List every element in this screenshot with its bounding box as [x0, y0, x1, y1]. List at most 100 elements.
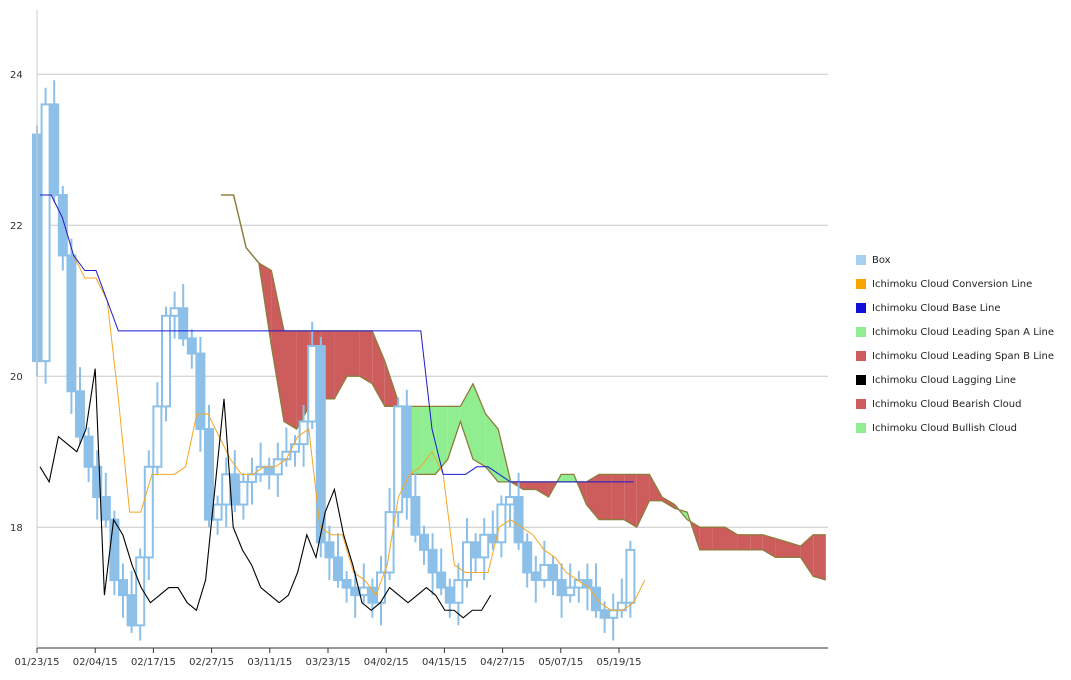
candle	[444, 578, 455, 618]
candle-body-up	[307, 345, 318, 423]
bearish-cloud-segment	[536, 481, 549, 497]
candle	[109, 510, 120, 596]
x-tick-label: 04/02/15	[364, 657, 409, 668]
bearish-cloud-segment	[712, 527, 725, 550]
bearish-cloud-segment	[284, 330, 297, 430]
candle-body-down	[126, 594, 137, 627]
candle-body-up	[393, 405, 404, 514]
x-tick-label: 03/11/15	[247, 657, 292, 668]
candle-body-up	[238, 480, 249, 506]
candle	[419, 525, 429, 565]
legend-item-base[interactable]: Ichimoku Cloud Base Line	[856, 296, 1054, 320]
bullish-cloud-segment	[460, 383, 473, 460]
candle	[204, 404, 214, 528]
candle	[238, 472, 249, 520]
base-line	[40, 194, 634, 483]
bearish-cloud-segment	[372, 330, 385, 407]
bullish-cloud-segment	[485, 413, 499, 482]
candle-body-up	[384, 511, 395, 574]
candle	[453, 563, 464, 626]
candle-body-down	[333, 556, 343, 582]
candle-body-down	[204, 428, 214, 521]
candle-body-down	[530, 571, 541, 582]
candle-body-down	[591, 586, 601, 612]
candle-body-down	[444, 586, 455, 604]
candle-body-up	[358, 586, 369, 597]
candle-body-down	[75, 390, 85, 438]
candle	[384, 487, 395, 581]
candle-body-up	[169, 307, 180, 317]
x-tick-label: 04/27/15	[480, 657, 525, 668]
candle	[487, 510, 498, 550]
candle	[591, 563, 601, 618]
candle-body-up	[539, 563, 550, 582]
y-tick-label: 18	[10, 523, 23, 534]
bullish-cloud-segment	[422, 406, 436, 475]
x-tick-label: 05/19/15	[597, 657, 642, 668]
x-tick-label: 02/27/15	[189, 657, 234, 668]
candle	[143, 450, 154, 581]
y-tick-label: 24	[10, 70, 23, 81]
chart-legend: Box Ichimoku Cloud Conversion Line Ichimok…	[856, 248, 1054, 440]
candle	[410, 472, 421, 543]
candle	[118, 563, 128, 618]
candle-body-down	[92, 465, 103, 498]
bearish-cloud-segment	[347, 330, 360, 377]
candle	[169, 291, 180, 339]
candle	[393, 397, 404, 528]
candle	[341, 570, 352, 603]
candle	[75, 367, 85, 445]
candle-body-down	[109, 518, 120, 582]
bearish-cloud-segment	[775, 538, 788, 558]
legend-swatch	[856, 351, 866, 361]
legend-item-conversion[interactable]: Ichimoku Cloud Conversion Line	[856, 272, 1054, 296]
legend-item-bullish[interactable]: Ichimoku Cloud Bullish Cloud	[856, 416, 1054, 440]
bearish-cloud-segment	[788, 542, 801, 558]
legend-item-span_b[interactable]: Ichimoku Cloud Leading Span B Line	[856, 344, 1054, 368]
candle	[178, 284, 189, 346]
candle	[616, 578, 627, 618]
candle-body-up	[608, 609, 619, 619]
candle-body-down	[195, 352, 206, 431]
bearish-cloud-segment	[800, 534, 814, 577]
bearish-cloud-segment	[699, 527, 713, 550]
legend-item-bearish[interactable]: Ichimoku Cloud Bearish Cloud	[856, 392, 1054, 416]
legend-item-lagging[interactable]: Ichimoku Cloud Lagging Line	[856, 368, 1054, 392]
bearish-cloud-segment	[296, 330, 310, 430]
candle-body-up	[290, 443, 300, 453]
candle	[608, 593, 619, 641]
candle-body-up	[135, 556, 146, 627]
bearish-cloud-segment	[737, 534, 751, 550]
candle	[470, 533, 481, 573]
candle-body-down	[599, 609, 610, 619]
legend-item-box[interactable]: Box	[856, 248, 1054, 272]
candle-body-up	[479, 533, 490, 559]
axes	[36, 10, 828, 649]
y-axis-tick-labels: 18 20 22 24	[10, 70, 23, 534]
candle	[556, 563, 567, 618]
legend-swatch	[856, 255, 866, 265]
candle	[100, 472, 111, 528]
bullish-cloud-segment	[447, 406, 461, 460]
candle	[212, 495, 223, 535]
x-tick-label: 02/17/15	[131, 657, 176, 668]
candle	[40, 87, 51, 384]
candle-body-down	[341, 579, 352, 589]
bullish-cloud-segment	[561, 474, 574, 482]
lagging-line	[39, 368, 492, 619]
candle	[530, 555, 541, 603]
bearish-cloud-segment	[271, 270, 284, 422]
legend-label: Ichimoku Cloud Leading Span B Line	[872, 350, 1055, 362]
candle-body-up	[143, 465, 154, 559]
legend-swatch	[856, 423, 866, 433]
candle-body-down	[264, 465, 275, 476]
x-axis-tick-labels: 01/23/15 02/04/15 02/17/15 02/27/15 03/11/15…	[15, 648, 642, 668]
legend-item-span_a[interactable]: Ichimoku Cloud Leading Span A Line	[856, 320, 1054, 344]
legend-label: Ichimoku Cloud Conversion Line	[872, 278, 1033, 290]
candle-body-up	[625, 548, 636, 604]
bearish-cloud-segment	[523, 481, 536, 490]
bearish-cloud-segment	[359, 330, 373, 384]
candle-body-down	[83, 435, 94, 468]
legend-label: Ichimoku Cloud Base Line	[872, 302, 1001, 314]
